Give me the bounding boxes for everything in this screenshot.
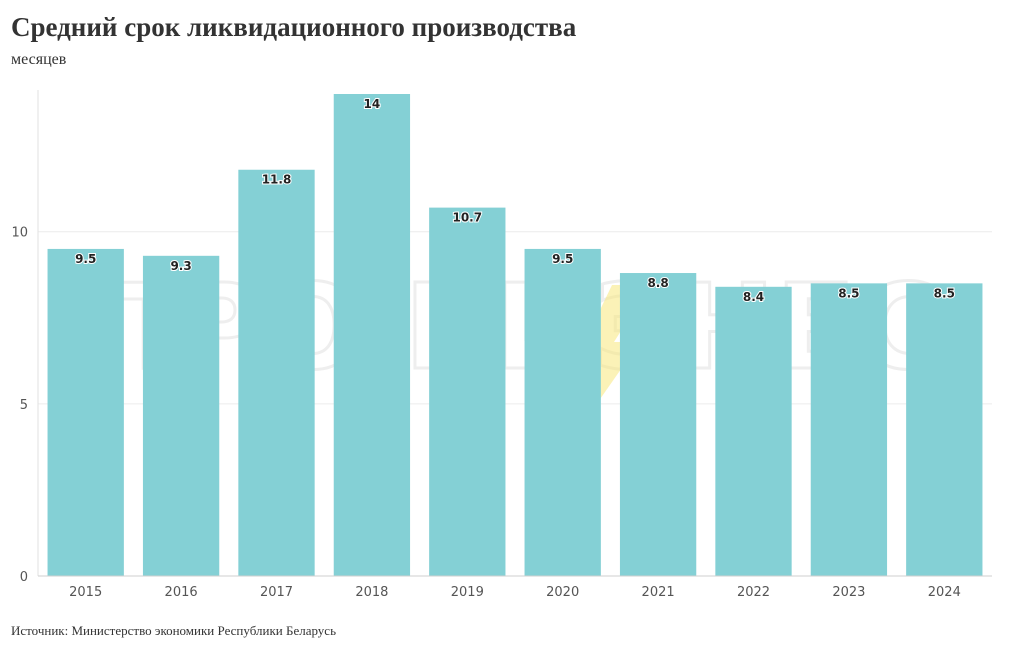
bar-2024 [906,283,983,576]
source-note: Источник: Министерство экономики Республ… [11,623,336,638]
data-label-2016: 9.3 [170,259,191,273]
bar-2016 [142,255,220,577]
x-tick-label-2022: 2022 [737,585,770,600]
bar-2018 [333,94,411,576]
bar-2019 [429,207,506,576]
x-tick-label-2018: 2018 [355,585,388,600]
x-tick-label-2016: 2016 [165,585,198,600]
bar-2023 [810,283,888,576]
bar-2022 [715,286,792,576]
tick-labels: 0 5 10 2015 2016 2017 2018 2019 2020 2021 2022 2023… [11,226,960,600]
data-label-2022: 8.4 [743,290,764,304]
data-label-2020: 9.5 [552,252,573,266]
x-tick-label-2021: 2021 [642,585,675,600]
bar-2017 [238,169,315,576]
data-label-2015: 9.5 [75,252,96,266]
y-tick-label: 5 [20,398,28,413]
data-label-2019: 10.7 [452,211,482,225]
data-label-2024: 8.5 [934,286,955,300]
x-tick-label-2024: 2024 [928,585,961,600]
bars [47,94,983,577]
x-tick-label-2023: 2023 [832,585,865,600]
bar-2021 [619,273,697,576]
data-label-2018: 14 [364,97,381,111]
data-label-2023: 8.5 [838,286,859,300]
data-label-2017: 11.8 [262,173,292,187]
bar-2020 [524,248,601,576]
x-tick-label-2019: 2019 [451,585,484,600]
y-tick-label: 0 [20,570,28,585]
data-labels: 9.5 9.3 11.8 14 10.7 9.5 8.8 8.4 8.5 8.5 [74,96,956,305]
chart-subtitle: месяцев [11,51,67,68]
bar-2015 [47,248,124,576]
x-tick-label-2017: 2017 [260,585,293,600]
x-tick-label-2015: 2015 [69,585,102,600]
data-label-2021: 8.8 [647,276,668,290]
axes [37,90,992,577]
y-tick-label: 10 [11,226,28,241]
watermark-text: ПРО БИЗНЕС [77,258,942,396]
chart-title: Средний срок ликвидационного производств… [11,12,577,42]
x-tick-label-2020: 2020 [546,585,579,600]
